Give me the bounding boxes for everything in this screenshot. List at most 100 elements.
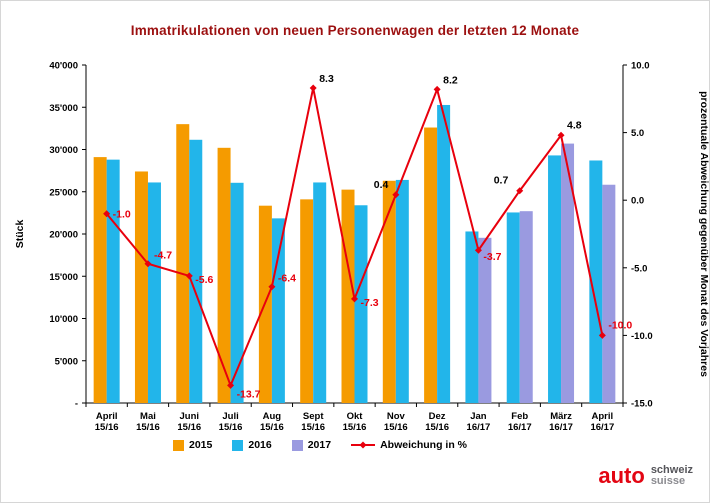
- bar-2016-6: [354, 205, 368, 403]
- legend-item-2017: 2017: [291, 439, 332, 451]
- bar-2016-5: [313, 182, 327, 403]
- point-label-12: -10.0: [608, 319, 632, 331]
- bars: [93, 104, 616, 404]
- legend-line-marker-icon: [351, 441, 376, 449]
- bar-2015-7: [382, 180, 396, 403]
- bar-2016-8: [437, 104, 451, 403]
- legend-item-abweichung: Abweichung in %: [351, 439, 467, 451]
- x-label-0: April 15/16: [95, 411, 119, 433]
- point-label-8: 8.2: [443, 74, 458, 86]
- svg-text:-5.0: -5.0: [631, 263, 647, 274]
- line-marker-11: [557, 131, 565, 139]
- point-label-10: 0.7: [494, 175, 509, 187]
- bar-2017-10: [519, 211, 533, 403]
- line-marker-8: [433, 85, 441, 93]
- x-label-4: Aug 15/16: [260, 411, 284, 433]
- x-label-7: Nov 15/16: [384, 411, 408, 433]
- x-label-5: Sept 15/16: [301, 411, 325, 433]
- svg-text:10'000: 10'000: [49, 314, 78, 325]
- bar-2016-0: [106, 159, 120, 403]
- x-label-3: Juli 15/16: [219, 411, 243, 433]
- svg-text:35'000: 35'000: [49, 103, 78, 114]
- point-label-6: -7.3: [361, 297, 379, 309]
- bar-2016-10: [506, 212, 520, 403]
- logo-auto-text: auto: [598, 463, 645, 489]
- point-label-7: 0.4: [374, 179, 389, 191]
- line-marker-7: [392, 191, 400, 199]
- bar-2015-5: [300, 199, 314, 403]
- line-marker-0: [103, 210, 111, 218]
- svg-text:10.0: 10.0: [631, 61, 650, 72]
- svg-text:-: -: [75, 399, 78, 410]
- svg-text:-10.0: -10.0: [631, 331, 653, 342]
- point-label-2: -5.6: [195, 274, 213, 286]
- svg-text:40'000: 40'000: [49, 61, 78, 72]
- svg-text:30'000: 30'000: [49, 145, 78, 156]
- bar-2017-11: [561, 143, 575, 403]
- x-axis-labels: April 15/16 Mai 15/16 Juni 15/16 Juli 15/16 Aug 1…: [95, 411, 614, 433]
- y-left-axis-title: Stück: [14, 220, 26, 249]
- bar-2016-2: [189, 139, 203, 403]
- bar-2016-4: [271, 218, 285, 403]
- line-marker-10: [516, 187, 524, 195]
- bar-2016-7: [395, 179, 409, 403]
- bar-2015-8: [424, 127, 438, 403]
- svg-text:5.0: 5.0: [631, 128, 644, 139]
- svg-text:0.0: 0.0: [631, 196, 644, 207]
- line-marker-9: [474, 246, 482, 254]
- logo-schweiz-text: schweiz: [650, 463, 693, 476]
- legend-label-2016: 2016: [248, 439, 272, 451]
- bar-2016-11: [548, 155, 562, 403]
- deviation-line: [103, 84, 606, 389]
- y-left-ticks: - 5'000 10'000 15'000 20'000 25'000 30'000 35'0…: [49, 61, 86, 410]
- y-right-ticks: -15.0 -10.0 -5.0 0.0 5.0 10.0: [623, 61, 653, 410]
- x-label-1: Mai 15/16: [136, 411, 160, 433]
- legend-swatch-2017: [291, 439, 303, 451]
- legend-item-2015: 2015: [173, 439, 212, 451]
- legend-label-2017: 2017: [307, 439, 332, 451]
- x-label-2: Juni 15/16: [177, 411, 201, 433]
- point-label-5: 8.3: [319, 73, 334, 85]
- point-label-1: -4.7: [154, 250, 172, 262]
- y-right-axis-title: prozentuale Abweichung gegenüber Monat d…: [698, 91, 710, 377]
- svg-text:15'000: 15'000: [49, 272, 78, 283]
- bar-2017-9: [478, 237, 492, 403]
- x-label-8: Dez 15/16: [425, 411, 449, 433]
- svg-text:5'000: 5'000: [55, 356, 78, 367]
- chart-title: Immatrikulationen von neuen Personenwage…: [130, 23, 580, 38]
- point-label-11: 4.8: [567, 119, 582, 131]
- x-label-11: März 16/17: [549, 411, 573, 433]
- line-marker-4: [268, 283, 276, 291]
- point-label-9: -3.7: [483, 251, 501, 263]
- brand-logo: auto schweiz suisse: [598, 463, 693, 489]
- bar-2016-3: [230, 182, 244, 403]
- bar-2016-1: [147, 182, 161, 403]
- line-marker-6: [351, 295, 358, 303]
- svg-text:-15.0: -15.0: [631, 399, 653, 410]
- line-marker-2: [185, 272, 193, 280]
- line-marker-1: [144, 260, 152, 268]
- bar-2016-9: [465, 231, 479, 403]
- legend-swatch-2016: [232, 439, 244, 451]
- bar-2016-12: [589, 160, 603, 403]
- legend-label-2015: 2015: [189, 439, 213, 451]
- bar-2015-6: [341, 189, 355, 403]
- bar-2015-1: [134, 171, 148, 403]
- chart-legend: 2015 2016 2017 Abweichung in %: [1, 439, 639, 451]
- line-marker-3: [227, 381, 235, 389]
- point-label-0: -1.0: [113, 209, 131, 221]
- bar-2015-3: [217, 147, 231, 403]
- bar-2017-12: [602, 184, 616, 403]
- bar-2015-0: [93, 157, 107, 403]
- point-label-4: -6.4: [278, 273, 296, 285]
- x-label-10: Feb 16/17: [508, 411, 532, 433]
- bar-2015-2: [176, 124, 190, 404]
- x-label-12: April 16/17: [590, 411, 614, 433]
- x-label-9: Jan 16/17: [467, 411, 491, 433]
- legend-item-2016: 2016: [232, 439, 272, 451]
- svg-text:20'000: 20'000: [49, 230, 78, 241]
- legend-label-abweichung: Abweichung in %: [380, 439, 467, 451]
- legend-swatch-2015: [173, 439, 184, 451]
